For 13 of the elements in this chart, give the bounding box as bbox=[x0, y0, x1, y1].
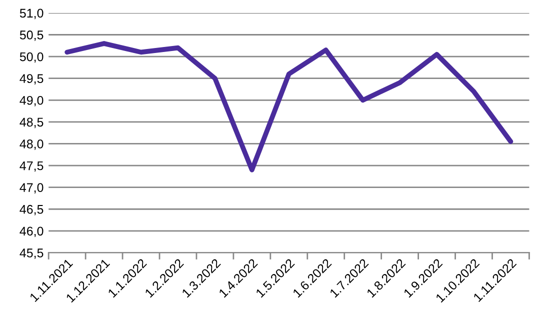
y-tick-label: 50,5 bbox=[20, 30, 44, 41]
y-tick-label: 47,0 bbox=[20, 183, 44, 194]
y-tick-label: 45,5 bbox=[20, 248, 44, 259]
y-tick-label: 46,5 bbox=[20, 204, 44, 216]
y-tick-label: 49,5 bbox=[20, 74, 44, 84]
y-tick-label: 48,0 bbox=[20, 140, 44, 150]
y-tick-label: 48,5 bbox=[20, 118, 44, 128]
y-tick-label: 50,0 bbox=[20, 52, 44, 63]
y-tick-label: 49,0 bbox=[20, 96, 44, 106]
line-series bbox=[64, 41, 514, 172]
y-tick-label: 47,5 bbox=[20, 161, 44, 172]
y-tick-label: 51,0 bbox=[20, 8, 44, 20]
y-tick-label: 46,0 bbox=[20, 226, 44, 238]
